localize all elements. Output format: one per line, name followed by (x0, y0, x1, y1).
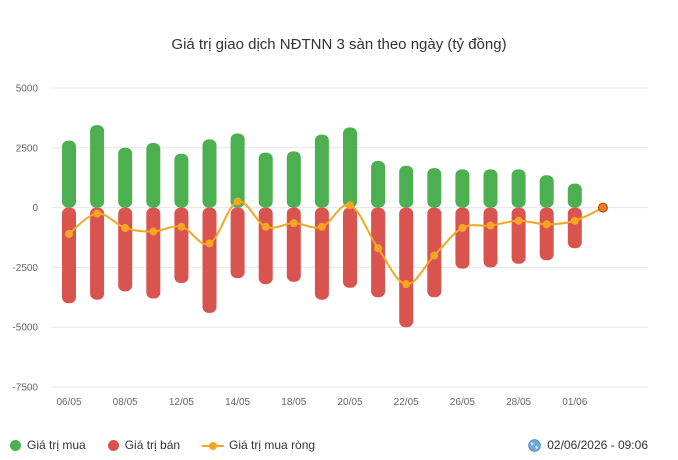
net-point (570, 216, 579, 225)
x-tick-label: 14/05 (225, 397, 250, 408)
y-axis: 5000 2500 0 -2500 -5000 -7500 (12, 84, 38, 394)
sell-bar (90, 207, 105, 300)
sell-bar (567, 207, 582, 249)
sell-bar (230, 207, 245, 279)
buy-bar (146, 143, 161, 208)
y-tick-label: 2500 (16, 143, 39, 154)
legend-net-label: Giá trị mua ròng (229, 438, 316, 452)
sell-bar (371, 207, 386, 298)
net-point (402, 280, 411, 289)
sell-bar (258, 207, 273, 285)
x-tick-label: 20/05 (337, 397, 362, 408)
net-point (149, 227, 158, 236)
sell-bar (62, 207, 76, 304)
sell-bar (286, 207, 301, 282)
buy-bar (567, 183, 582, 208)
net-point (177, 222, 186, 231)
buy-bar (286, 151, 301, 208)
sell-bar (118, 207, 133, 292)
buy-bar (371, 160, 386, 208)
buy-bar (343, 127, 357, 208)
buy-bar (427, 168, 442, 208)
buy-bar (230, 133, 245, 208)
timestamp-text: 02/06/2026 - 09:06 (547, 438, 648, 452)
sell-bar (539, 207, 554, 261)
buy-bar (62, 140, 76, 208)
buy-bar (90, 125, 105, 208)
buy-bar (202, 139, 217, 208)
buy-bar (174, 153, 189, 208)
buy-bar (511, 169, 526, 208)
x-tick-label: 22/05 (394, 397, 419, 408)
net-point (430, 251, 439, 260)
x-tick-label: 18/05 (281, 397, 306, 408)
sell-bar (146, 207, 161, 299)
sell-bar (483, 207, 498, 268)
x-tick-label: 26/05 (450, 397, 475, 408)
sell-bar (455, 207, 470, 269)
legend-item-buy[interactable]: Giá trị mua (10, 438, 86, 452)
net-point (486, 221, 495, 230)
net-point (93, 209, 102, 218)
legend-item-sell[interactable]: Giá trị bán (107, 438, 181, 452)
net-point (346, 201, 354, 210)
x-tick-label: 12/05 (169, 397, 194, 408)
sell-bar (202, 207, 217, 313)
buy-bar (539, 175, 554, 208)
y-tick-label: 5000 (16, 84, 39, 95)
x-tick-label: 06/05 (56, 397, 81, 408)
net-point (65, 229, 73, 238)
net-point (121, 223, 130, 232)
sell-bar (174, 207, 189, 283)
legend-item-net[interactable]: Giá trị mua ròng (202, 438, 315, 452)
net-point (597, 202, 608, 213)
net-point (261, 222, 270, 231)
net-point (317, 222, 326, 231)
net-point (289, 219, 298, 228)
net-legend-icon (202, 440, 225, 451)
net-point (233, 197, 242, 206)
globe-icon (528, 438, 541, 452)
legend: Giá trị mua Giá trị bán Giá trị mua ròng (10, 438, 337, 452)
buy-bar (399, 165, 414, 208)
timestamp: 02/06/2026 - 09:06 (528, 438, 648, 452)
net-point (458, 223, 467, 232)
net-point (542, 220, 551, 229)
sell-bar (343, 207, 357, 288)
sell-bar (399, 207, 414, 328)
x-tick-label: 08/05 (113, 397, 138, 408)
sell-legend-icon (107, 439, 119, 451)
buy-bar (258, 152, 273, 208)
sell-bar (511, 207, 526, 264)
sell-bar (314, 207, 329, 300)
net-point (205, 239, 214, 248)
buy-bar (118, 147, 133, 208)
y-tick-label: -7500 (12, 383, 38, 394)
x-tick-label: 01/06 (562, 397, 587, 408)
legend-sell-label: Giá trị bán (124, 438, 181, 452)
buy-bar (483, 169, 498, 208)
buy-bar (314, 134, 329, 208)
net-line (65, 197, 608, 289)
chart-title: Giá trị giao dịch NĐTNN 3 sàn theo ngày … (171, 36, 507, 53)
y-tick-label: -2500 (12, 263, 38, 274)
net-point (514, 216, 523, 225)
x-tick-label: 28/05 (506, 397, 531, 408)
buy-legend-icon (10, 439, 21, 451)
net-point (374, 244, 383, 253)
legend-buy-label: Giá trị mua (27, 438, 86, 452)
buy-bar (455, 169, 470, 208)
bars (62, 125, 582, 328)
y-tick-label: -5000 (12, 323, 38, 334)
x-axis: 06/05 08/05 12/05 14/05 18/05 20/05 22/05 26/05… (56, 397, 587, 408)
y-tick-label: 0 (32, 203, 38, 214)
